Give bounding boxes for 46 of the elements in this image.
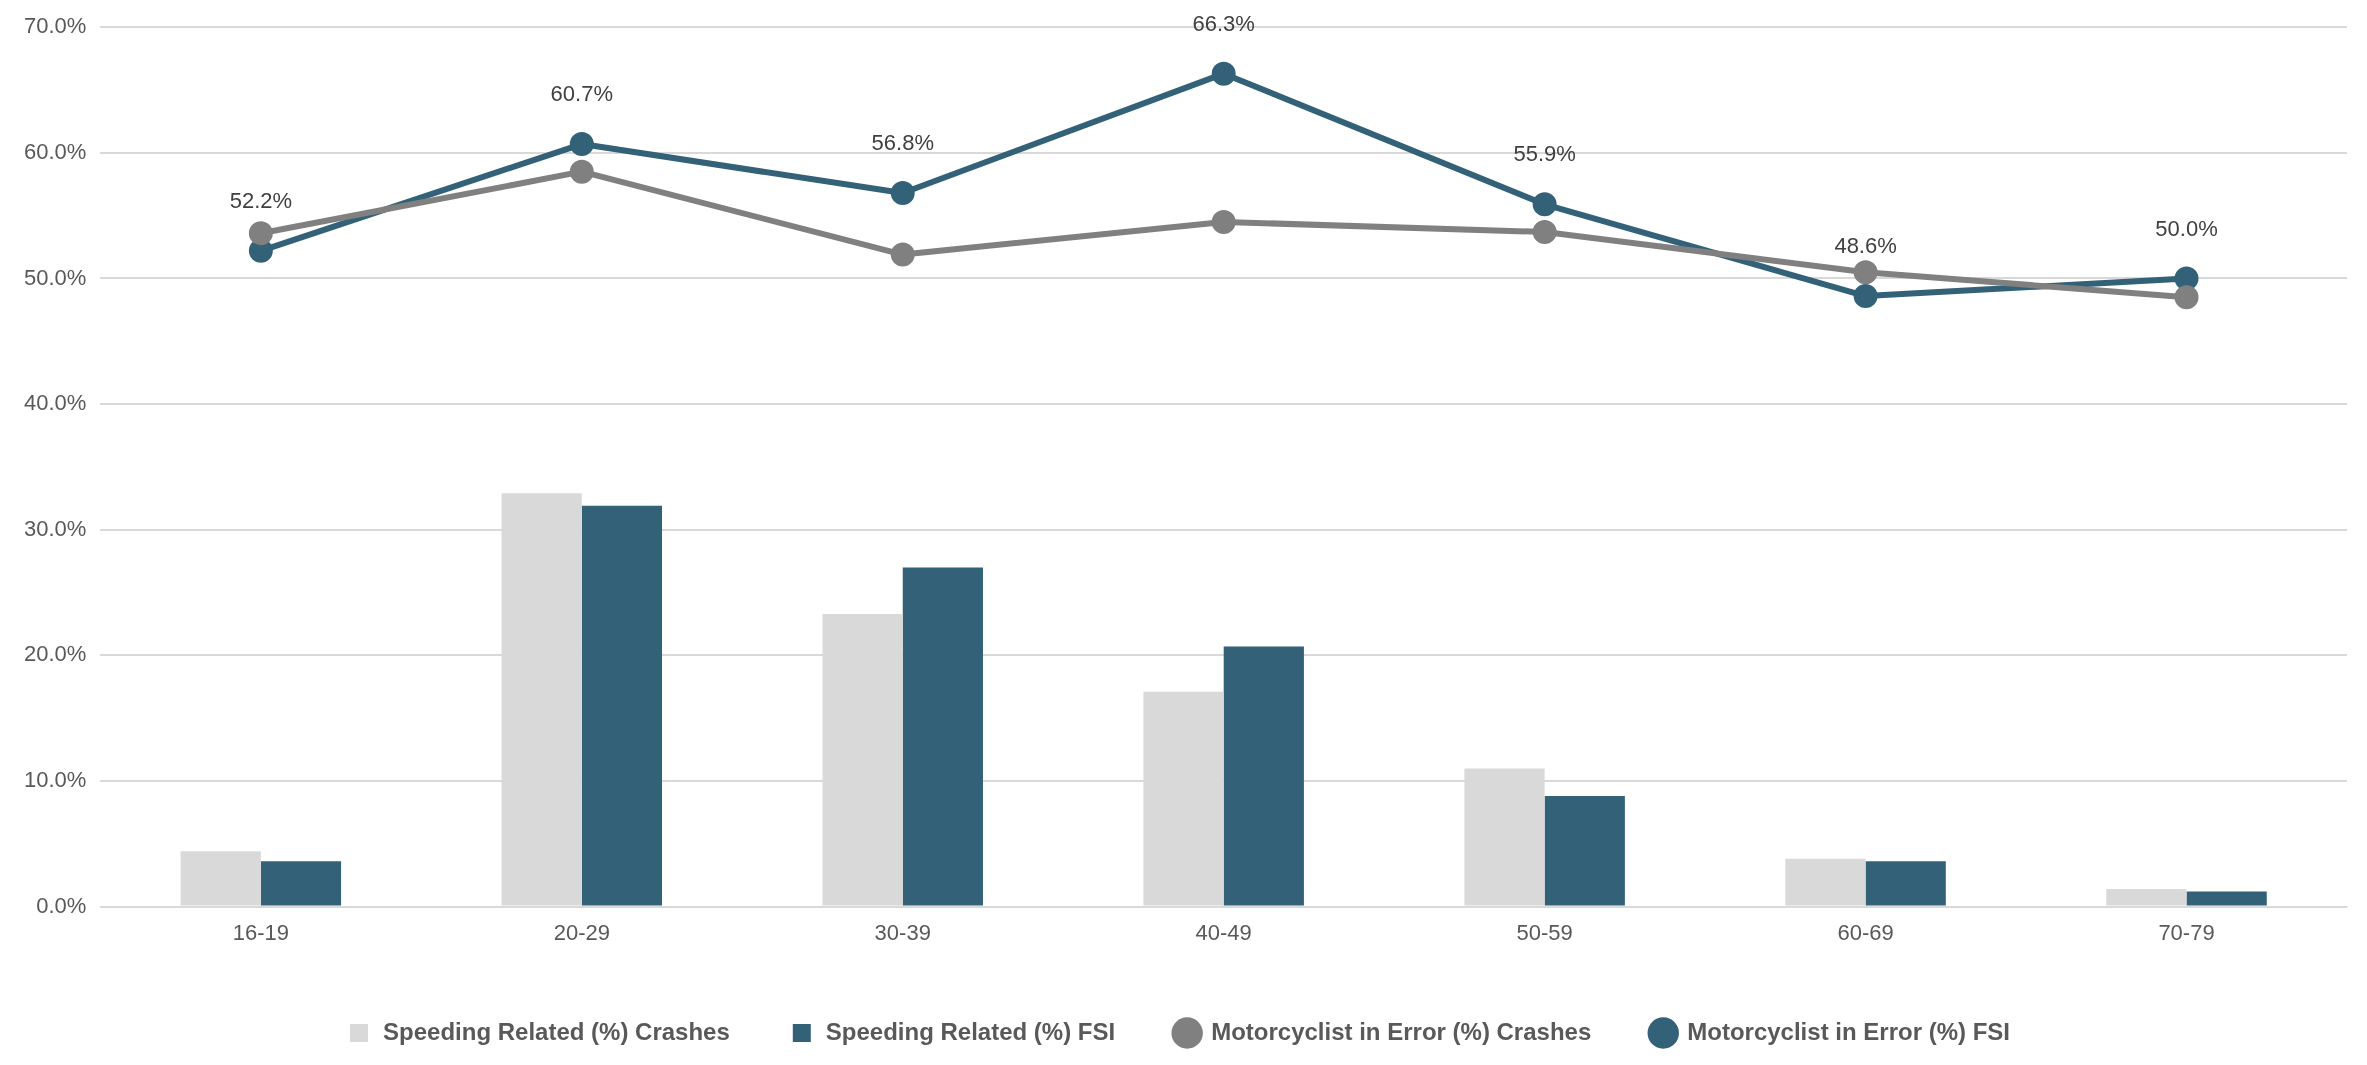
- point: [1211, 209, 1236, 234]
- data-label: 60.7%: [550, 81, 613, 107]
- point: [569, 132, 594, 157]
- y-tick-label: 20.0%: [23, 641, 87, 667]
- bar: [1865, 861, 1946, 906]
- point: [2174, 266, 2199, 291]
- x-tick-label: 50-59: [1516, 919, 1573, 945]
- point: [1532, 192, 1557, 217]
- bar: [260, 861, 342, 906]
- x-tick-label: 60-69: [1837, 919, 1894, 945]
- x-tick-label: 40-49: [1195, 919, 1252, 945]
- legend-label: Motorcyclist in Error (%) Crashes: [1211, 1017, 1592, 1045]
- data-label: 56.8%: [871, 130, 934, 156]
- bar: [902, 567, 983, 906]
- legend-label: Speeding Related (%) Crashes: [383, 1017, 730, 1045]
- data-label: 50.0%: [2155, 215, 2218, 241]
- point: [2174, 285, 2199, 310]
- point: [1853, 284, 1878, 309]
- y-tick-label: 40.0%: [23, 390, 87, 416]
- data-label: 52.2%: [229, 187, 293, 213]
- legend-label: Speeding Related (%) FSI: [825, 1017, 1116, 1045]
- data-label: 66.3%: [1192, 10, 1255, 36]
- bar: [1223, 646, 1304, 906]
- point: [890, 242, 915, 267]
- bar: [1544, 796, 1625, 906]
- x-tick-label: 70-79: [2158, 919, 2215, 945]
- x-tick-label: 30-39: [874, 919, 931, 945]
- bar: [581, 505, 663, 906]
- y-tick-label: 10.0%: [23, 767, 87, 793]
- data-label: 55.9%: [1513, 141, 1576, 167]
- x-tick-label: 16-19: [232, 919, 289, 945]
- y-tick-label: 50.0%: [23, 264, 87, 290]
- point: [569, 159, 594, 184]
- point: [248, 221, 273, 246]
- data-label: 48.6%: [1834, 233, 1897, 259]
- y-tick-label: 70.0%: [23, 13, 87, 39]
- point: [1532, 219, 1557, 244]
- bar: [2186, 891, 2267, 906]
- legend-label: Motorcyclist in Error (%) FSI: [1687, 1017, 2010, 1045]
- y-tick-label: 0.0%: [36, 892, 87, 918]
- y-tick-label: 60.0%: [23, 138, 87, 164]
- y-tick-label: 30.0%: [23, 515, 87, 541]
- point: [1211, 61, 1236, 86]
- x-tick-label: 20-29: [553, 919, 610, 945]
- point: [1853, 260, 1878, 285]
- point: [890, 181, 915, 206]
